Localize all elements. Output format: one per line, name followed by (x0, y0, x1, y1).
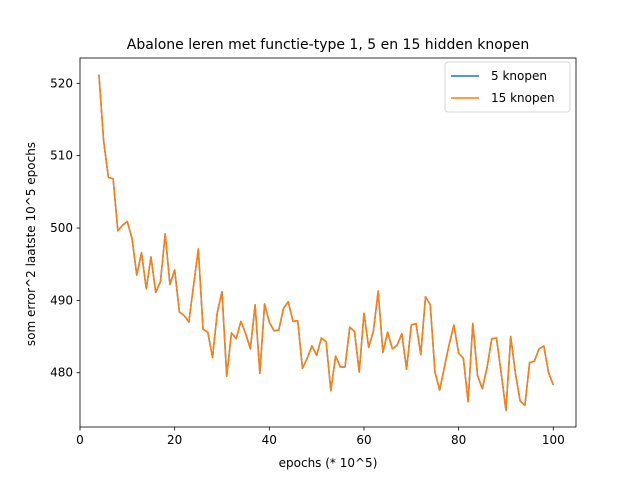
x-axis-label: epochs (* 10^5) (279, 456, 378, 470)
x-tick-label: 60 (356, 433, 371, 447)
legend-label-15-knopen: 15 knopen (491, 91, 555, 105)
x-tick-label: 0 (76, 433, 84, 447)
axes-frame (79, 57, 577, 428)
y-tick-label: 500 (50, 221, 73, 235)
y-tick-label: 510 (50, 149, 73, 163)
y-axis: 480 490 500 510 520 (50, 76, 80, 380)
y-tick-label: 480 (50, 366, 73, 380)
x-tick-label: 40 (262, 433, 277, 447)
y-axis-label: som error^2 laatste 10^5 epochs (24, 142, 38, 346)
legend-box (444, 61, 571, 113)
x-tick-label: 100 (542, 433, 565, 447)
x-tick-label: 80 (451, 433, 466, 447)
x-tick-label: 20 (167, 433, 182, 447)
x-axis: 0 20 40 60 80 100 (76, 427, 565, 447)
legend: 5 knopen 15 knopen (444, 61, 571, 113)
series-layer (98, 74, 554, 412)
legend-label-5-knopen: 5 knopen (491, 69, 547, 83)
series-line-15-knopen (98, 74, 554, 412)
chart-title: Abalone leren met functie-type 1, 5 en 1… (127, 37, 529, 53)
plot-area (79, 57, 577, 428)
y-tick-label: 520 (50, 76, 73, 90)
y-tick-label: 490 (50, 293, 73, 307)
